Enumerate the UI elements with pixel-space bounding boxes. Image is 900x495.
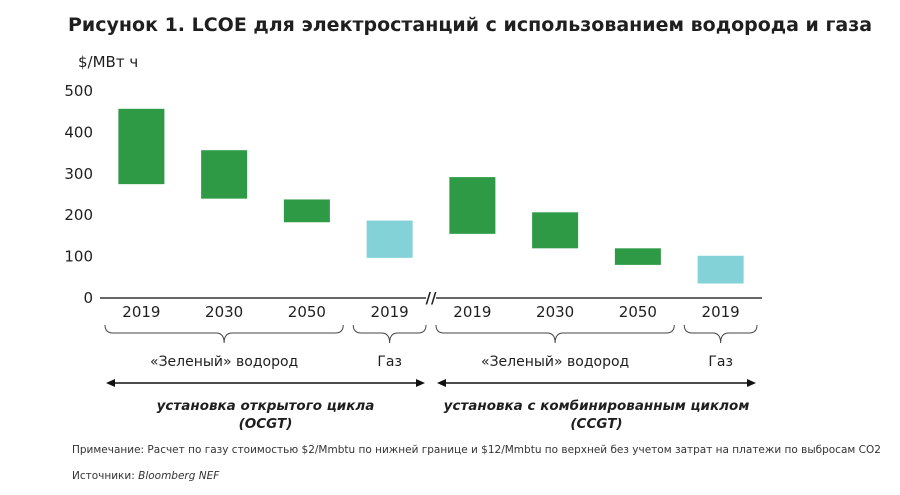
x-tick-label: 2030 xyxy=(205,303,243,321)
group-label: «Зеленый» водород xyxy=(481,354,629,370)
bar-hydrogen-2050 xyxy=(614,248,661,265)
source-label: Источники: xyxy=(72,470,135,482)
group-label: «Зеленый» водород xyxy=(150,354,298,370)
section-sublabel: (CCGT) xyxy=(570,416,622,432)
group-label: Газ xyxy=(708,354,733,370)
x-tick-label: 2019 xyxy=(122,303,160,321)
group-brace xyxy=(683,324,758,344)
source-value: Bloomberg NEF xyxy=(138,470,220,482)
arrow-left-icon xyxy=(106,379,115,387)
chart-source: Источники: Bloomberg NEF xyxy=(72,470,219,482)
y-axis-label: $/МВт ч xyxy=(78,53,138,71)
bar-gas-2019 xyxy=(366,220,413,258)
bar-hydrogen-2019 xyxy=(449,177,496,234)
chart-note: Примечание: Расчет по газу стоимостью $2… xyxy=(72,444,881,456)
bar-hydrogen-2030 xyxy=(201,150,248,199)
x-tick-label: 2019 xyxy=(702,303,740,321)
chart-title: Рисунок 1. LCOE для электростанций с исп… xyxy=(68,14,873,36)
x-tick-label: 2050 xyxy=(288,303,326,321)
bar-hydrogen-2050 xyxy=(283,199,330,223)
y-tick-label: 400 xyxy=(64,123,93,141)
y-tick-label: 100 xyxy=(64,248,93,266)
group-brace xyxy=(104,324,344,344)
y-tick-label: 0 xyxy=(83,289,93,307)
section-label: установка с комбинированным циклом xyxy=(444,398,750,414)
arrow-left-icon xyxy=(437,379,446,387)
chart: $/МВт ч 0 100 200 300 400 500 // 2019 2030 2050 201… xyxy=(64,53,762,432)
x-tick-label: 2050 xyxy=(619,303,657,321)
bar-hydrogen-2030 xyxy=(532,212,579,249)
group-label: Газ xyxy=(377,354,402,370)
group-brace xyxy=(435,324,675,344)
arrow-right-icon xyxy=(747,379,756,387)
x-tick-label: 2030 xyxy=(536,303,574,321)
x-tick-label: 2019 xyxy=(453,303,491,321)
section-label: установка открытого цикла xyxy=(157,398,375,414)
arrow-right-icon xyxy=(416,379,425,387)
axis-break-mark: // xyxy=(426,289,437,307)
bar-hydrogen-2019 xyxy=(118,108,165,185)
section-sublabel: (OCGT) xyxy=(239,416,293,432)
x-tick-label: 2019 xyxy=(371,303,409,321)
bar-gas-2019 xyxy=(697,255,744,284)
group-brace xyxy=(352,324,427,344)
y-tick-label: 200 xyxy=(64,206,93,224)
y-tick-label: 300 xyxy=(64,165,93,183)
y-tick-label: 500 xyxy=(64,82,93,100)
